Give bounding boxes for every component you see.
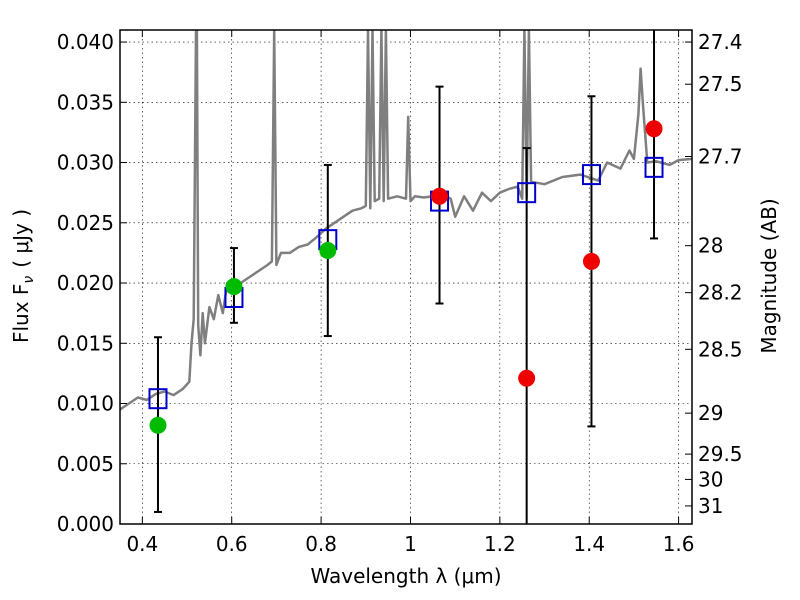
right-tick-label: 28 <box>698 234 723 258</box>
x-tick-label: 1.4 <box>573 532 605 556</box>
axis-layer: 0.4 0.6 0.8 1 1.2 1.4 1.6 0.000 0.005 0.010 0.015 0… <box>57 30 743 556</box>
x-tick-label: 1.2 <box>484 532 516 556</box>
right-tick-label: 27.4 <box>698 30 743 54</box>
y-tick-label: 0.010 <box>57 392 114 416</box>
y-tick-label: 0.005 <box>57 452 114 476</box>
x-tick-label: 0.6 <box>216 532 248 556</box>
x-axis-label: Wavelength λ (μm) <box>310 564 501 588</box>
x-tick-label: 1 <box>404 532 417 556</box>
y-tick-label: 0.040 <box>57 30 114 54</box>
y-axis-label-text: Flux F <box>9 284 33 343</box>
x-tick-label: 0.4 <box>126 532 158 556</box>
x-tick-label: 1.6 <box>663 532 695 556</box>
observed-flux-marker <box>582 252 600 270</box>
spectrum-line-layer <box>120 30 692 411</box>
right-tick-label: 29.5 <box>698 442 743 466</box>
right-tick-label: 29 <box>698 401 723 425</box>
model-square-marker <box>148 388 168 410</box>
y-tick-label: 0.000 <box>57 512 114 536</box>
model-square-marker <box>581 164 601 186</box>
observed-flux-marker <box>225 278 243 296</box>
right-tick-label: 27.7 <box>698 145 743 169</box>
right-axis-label: Magnitude (AB) <box>757 198 781 353</box>
right-tick-label: 31 <box>698 494 723 518</box>
y-axis-label-subscript: ν <box>21 276 37 284</box>
plot-frame <box>119 29 693 525</box>
observed-flux-marker <box>645 120 663 138</box>
observed-flux-marker <box>431 187 449 205</box>
spectrum-line <box>120 30 692 411</box>
model-square-marker <box>517 182 537 204</box>
observed-flux-marker <box>319 241 337 259</box>
right-tick-label: 30 <box>698 467 723 491</box>
observed-flux-marker <box>518 369 536 387</box>
right-tick-label: 28.2 <box>698 281 743 305</box>
x-tick-label: 0.8 <box>305 532 337 556</box>
marker-layer <box>148 120 664 434</box>
model-square-marker <box>644 156 664 178</box>
y-axis-label-unit: ( μJy ) <box>9 209 33 268</box>
observed-flux-marker <box>149 416 167 434</box>
y-tick-label: 0.020 <box>57 271 114 295</box>
y-tick-label: 0.030 <box>57 151 114 175</box>
y-tick-label: 0.035 <box>57 90 114 114</box>
y-axis-label: Flux Fν ( μJy ) <box>9 209 37 343</box>
right-tick-label: 28.5 <box>698 337 743 361</box>
y-tick-label: 0.025 <box>57 211 114 235</box>
right-tick-label: 27.5 <box>698 72 743 96</box>
errorbar-layer <box>153 30 659 524</box>
grid <box>120 30 692 525</box>
y-tick-label: 0.015 <box>57 331 114 355</box>
